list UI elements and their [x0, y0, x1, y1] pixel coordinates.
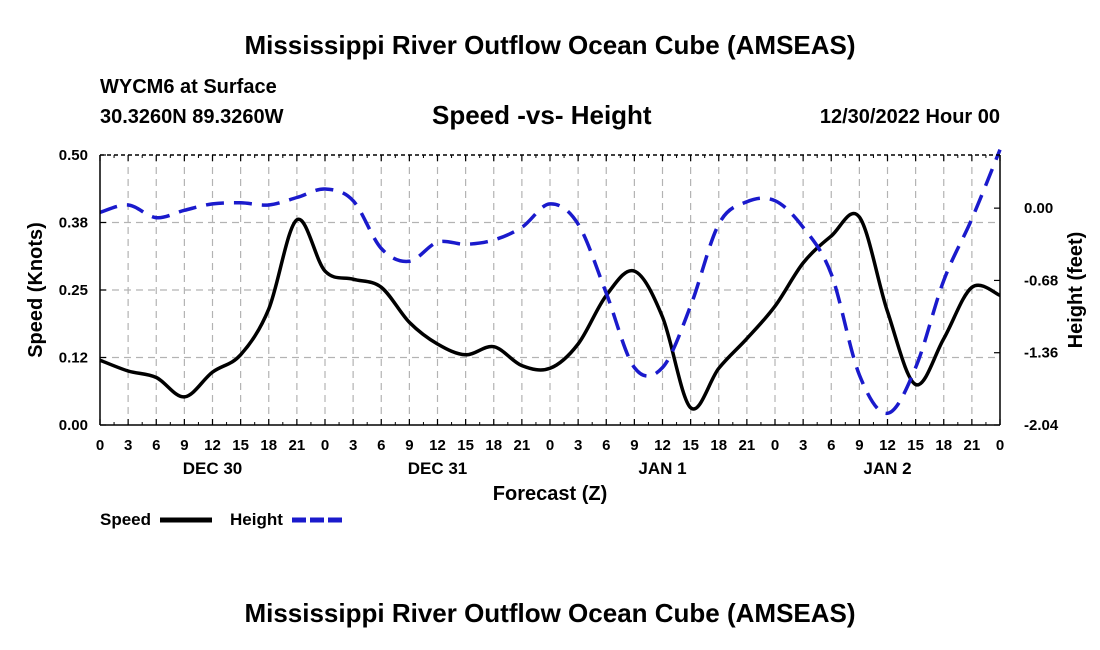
x-tick-label: 6 [827, 437, 835, 454]
x-tick-label: 18 [260, 437, 277, 454]
x-tick-label: 0 [546, 437, 554, 454]
x-tick-label: 6 [152, 437, 160, 454]
day-label: JAN 2 [863, 459, 911, 478]
x-tick-label: 9 [180, 437, 188, 454]
x-tick-label: 21 [514, 437, 531, 454]
day-label: JAN 1 [638, 459, 686, 478]
bottom-title: Mississippi River Outflow Ocean Cube (AM… [244, 598, 856, 628]
x-tick-label: 18 [485, 437, 502, 454]
x-tick-label: 21 [739, 437, 756, 454]
x-tick-label: 0 [321, 437, 329, 454]
x-tick-label: 21 [964, 437, 981, 454]
y-tick-label: 0.25 [59, 282, 88, 299]
x-tick-label: 0 [996, 437, 1004, 454]
x-tick-label: 15 [232, 437, 249, 454]
x-tick-label: 0 [771, 437, 779, 454]
x-tick-label: 3 [574, 437, 582, 454]
x-tick-label: 6 [602, 437, 610, 454]
x-tick-label: 21 [289, 437, 306, 454]
x-tick-label: 12 [879, 437, 896, 454]
y-axis-title: Speed (Knots) [25, 222, 47, 358]
frame-layer [99, 154, 1001, 426]
day-label: DEC 30 [183, 459, 243, 478]
x-tick-label: 18 [935, 437, 952, 454]
chart-title: Mississippi River Outflow Ocean Cube (AM… [244, 30, 856, 60]
chart-subtitle: Speed -vs- Height [432, 100, 652, 130]
x-tick-label: 15 [457, 437, 474, 454]
y2-tick-label: -0.68 [1024, 272, 1058, 289]
legend-label: Speed [100, 510, 151, 529]
station-label: WYCM6 at Surface [100, 76, 277, 98]
y-tick-label: 0.38 [59, 215, 88, 232]
grid-layer [100, 155, 1000, 425]
y-tick-label: 0.50 [59, 147, 88, 164]
series-layer [99, 149, 1002, 416]
forecast-datetime: 12/30/2022 Hour 00 [819, 106, 1000, 128]
legend-label: Height [230, 510, 283, 529]
x-tick-label: 18 [710, 437, 727, 454]
day-label: DEC 31 [408, 459, 468, 478]
x-tick-label: 3 [124, 437, 132, 454]
y2-axis-title: Height (feet) [1065, 232, 1087, 349]
x-tick-label: 12 [204, 437, 221, 454]
x-tick-label: 9 [405, 437, 413, 454]
label-layer: 0 3 6 9 12 15 18 21 0 3 6 9 12 15 18 21 0 3 6 9 12 15 18 21 0 3 6 9… [59, 147, 1059, 478]
legend: Speed Height [100, 510, 342, 529]
y2-tick-label: -2.04 [1024, 417, 1059, 434]
y2-tick-label: 0.00 [1024, 200, 1053, 217]
x-tick-label: 9 [855, 437, 863, 454]
height-series-line [99, 149, 1002, 416]
y-tick-label: 0.00 [59, 417, 88, 434]
x-tick-label: 3 [799, 437, 807, 454]
x-tick-label: 12 [429, 437, 446, 454]
x-tick-label: 9 [630, 437, 638, 454]
x-tick-label: 15 [907, 437, 924, 454]
speed-series-line [99, 211, 1001, 411]
x-tick-label: 15 [682, 437, 699, 454]
y2-tick-label: -1.36 [1024, 345, 1058, 362]
x-tick-label: 12 [654, 437, 671, 454]
x-tick-label: 0 [96, 437, 104, 454]
y-tick-label: 0.12 [59, 350, 88, 367]
x-tick-label: 6 [377, 437, 385, 454]
x-axis-title: Forecast (Z) [493, 483, 607, 505]
x-tick-label: 3 [349, 437, 357, 454]
coordinates-label: 30.3260N 89.3260W [100, 106, 284, 128]
